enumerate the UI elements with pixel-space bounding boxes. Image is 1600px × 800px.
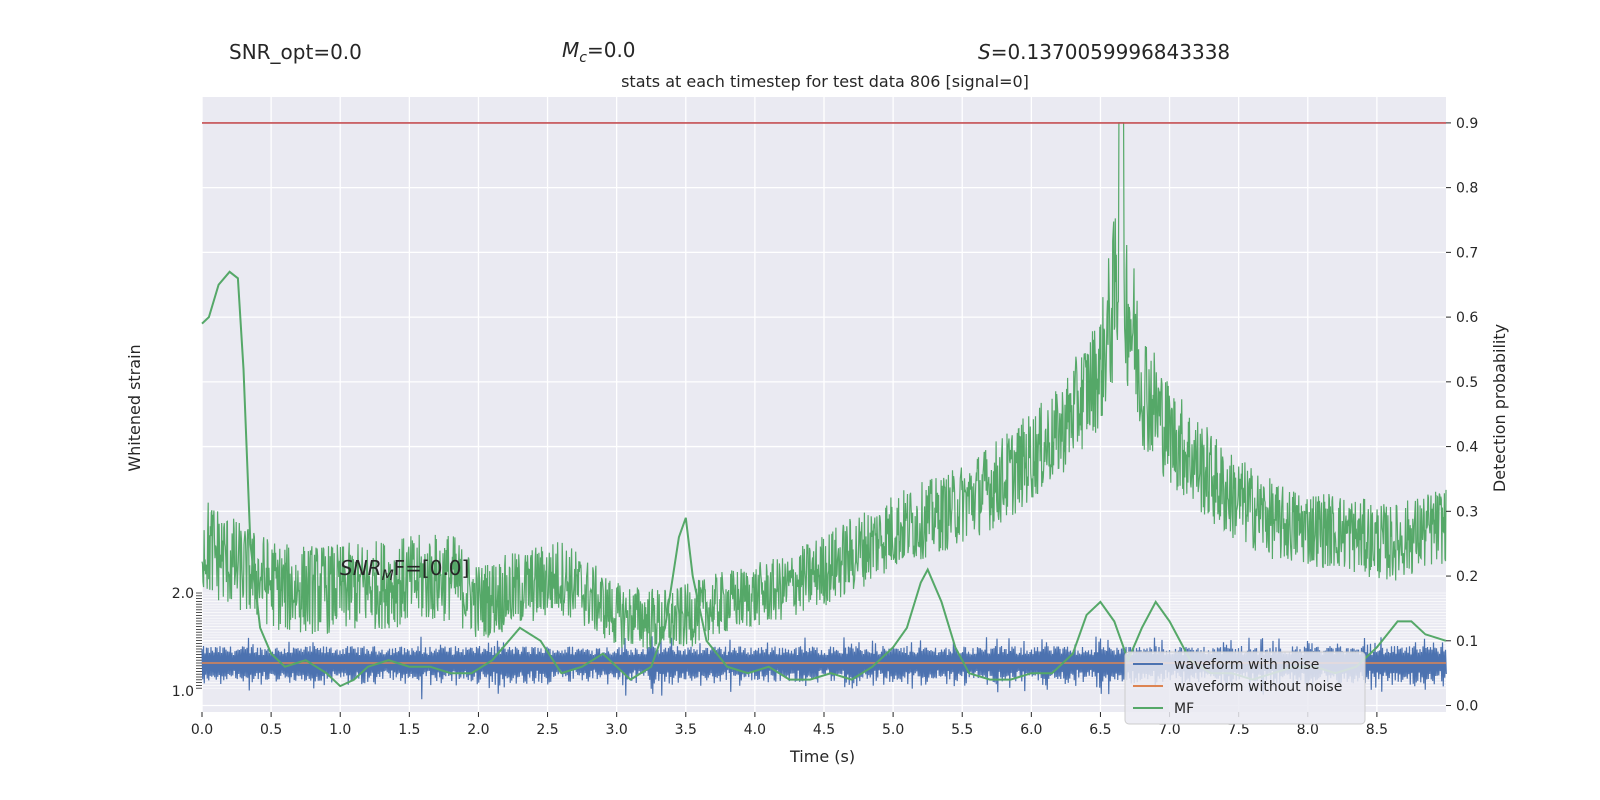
x-tick-label: 5.5 — [951, 722, 973, 738]
legend-box — [1124, 651, 1366, 725]
x-tick-label: 8.5 — [1366, 722, 1388, 738]
x-tick-label: 0.0 — [191, 722, 213, 738]
mc-value: =0.0 — [586, 38, 636, 62]
x-tick-label: 4.0 — [744, 722, 766, 738]
s-label: S=0.1370059996843338 — [978, 40, 1230, 64]
x-tick-label: 7.0 — [1158, 722, 1180, 738]
legend: waveform with noise waveform without noi… — [1124, 651, 1366, 725]
left-axis-ticks: 2.0 1.0 — [172, 586, 194, 700]
x-tick-label: 2.5 — [536, 722, 558, 738]
left-axis-label: Whitened strain — [125, 344, 144, 471]
legend-label-noise: waveform with noise — [1174, 657, 1319, 673]
x-tick-label: 3.0 — [606, 722, 628, 738]
snr-mf-annotation: SNRMF=[0.0] — [340, 556, 469, 584]
y-right-tick-label: 0.6 — [1456, 310, 1478, 326]
snr-opt-label: SNR_opt=0.0 — [229, 40, 362, 64]
x-tick-label: 3.5 — [675, 722, 697, 738]
x-tick-label: 6.5 — [1089, 722, 1111, 738]
s-symbol: S — [978, 40, 991, 64]
x-tick-label: 8.0 — [1297, 722, 1319, 738]
x-tick-label: 2.0 — [467, 722, 489, 738]
snr-mf-sub: M — [382, 568, 394, 584]
right-axis-ticks: 0.0 0.1 0.2 0.3 0.4 0.5 0.6 0.7 0.8 0.9 — [1446, 116, 1478, 715]
x-tick-label: 1.5 — [398, 722, 420, 738]
x-axis-label: Time (s) — [789, 747, 855, 766]
y-right-tick-label: 0.0 — [1456, 699, 1478, 715]
y-right-tick-label: 0.3 — [1456, 504, 1478, 520]
y-right-tick-label: 0.9 — [1456, 116, 1478, 132]
detection-probability-line — [201, 122, 1447, 649]
y-left-tick-bottom: 1.0 — [172, 684, 194, 700]
mc-label: Mc=0.0 — [562, 38, 636, 66]
y-right-tick-label: 0.2 — [1456, 569, 1478, 585]
x-axis-ticks: 0.0 0.5 1.0 1.5 2.0 2.5 3.0 3.5 4.0 4.5 5.0 5.5 6.0 6… — [191, 712, 1388, 738]
x-tick-label: 0.5 — [260, 722, 282, 738]
legend-label-mf: MF — [1174, 701, 1194, 717]
y-right-tick-label: 0.1 — [1456, 634, 1478, 650]
x-tick-label: 6.0 — [1020, 722, 1042, 738]
mc-subscript: c — [579, 50, 587, 66]
chart-title: stats at each timestep for test data 806… — [621, 72, 1029, 91]
x-tick-label: 1.0 — [329, 722, 351, 738]
right-axis-label: Detection probability — [1490, 324, 1509, 492]
detection-probability-layer — [201, 122, 1447, 649]
mc-symbol: M — [562, 38, 580, 62]
legend-label-clean: waveform without noise — [1174, 679, 1342, 695]
x-tick-label: 7.5 — [1228, 722, 1250, 738]
y-right-tick-label: 0.5 — [1456, 375, 1478, 391]
x-tick-label: 4.5 — [813, 722, 835, 738]
y-left-tick-top: 2.0 — [172, 586, 194, 602]
y-right-tick-label: 0.4 — [1456, 440, 1478, 456]
x-tick-label: 5.0 — [882, 722, 904, 738]
snr-mf-rest: F=[0.0] — [394, 556, 470, 580]
y-right-tick-label: 0.7 — [1456, 245, 1478, 261]
snr-mf-main: SNR — [340, 556, 382, 580]
y-right-tick-label: 0.8 — [1456, 181, 1478, 197]
s-value: =0.1370059996843338 — [990, 40, 1231, 64]
